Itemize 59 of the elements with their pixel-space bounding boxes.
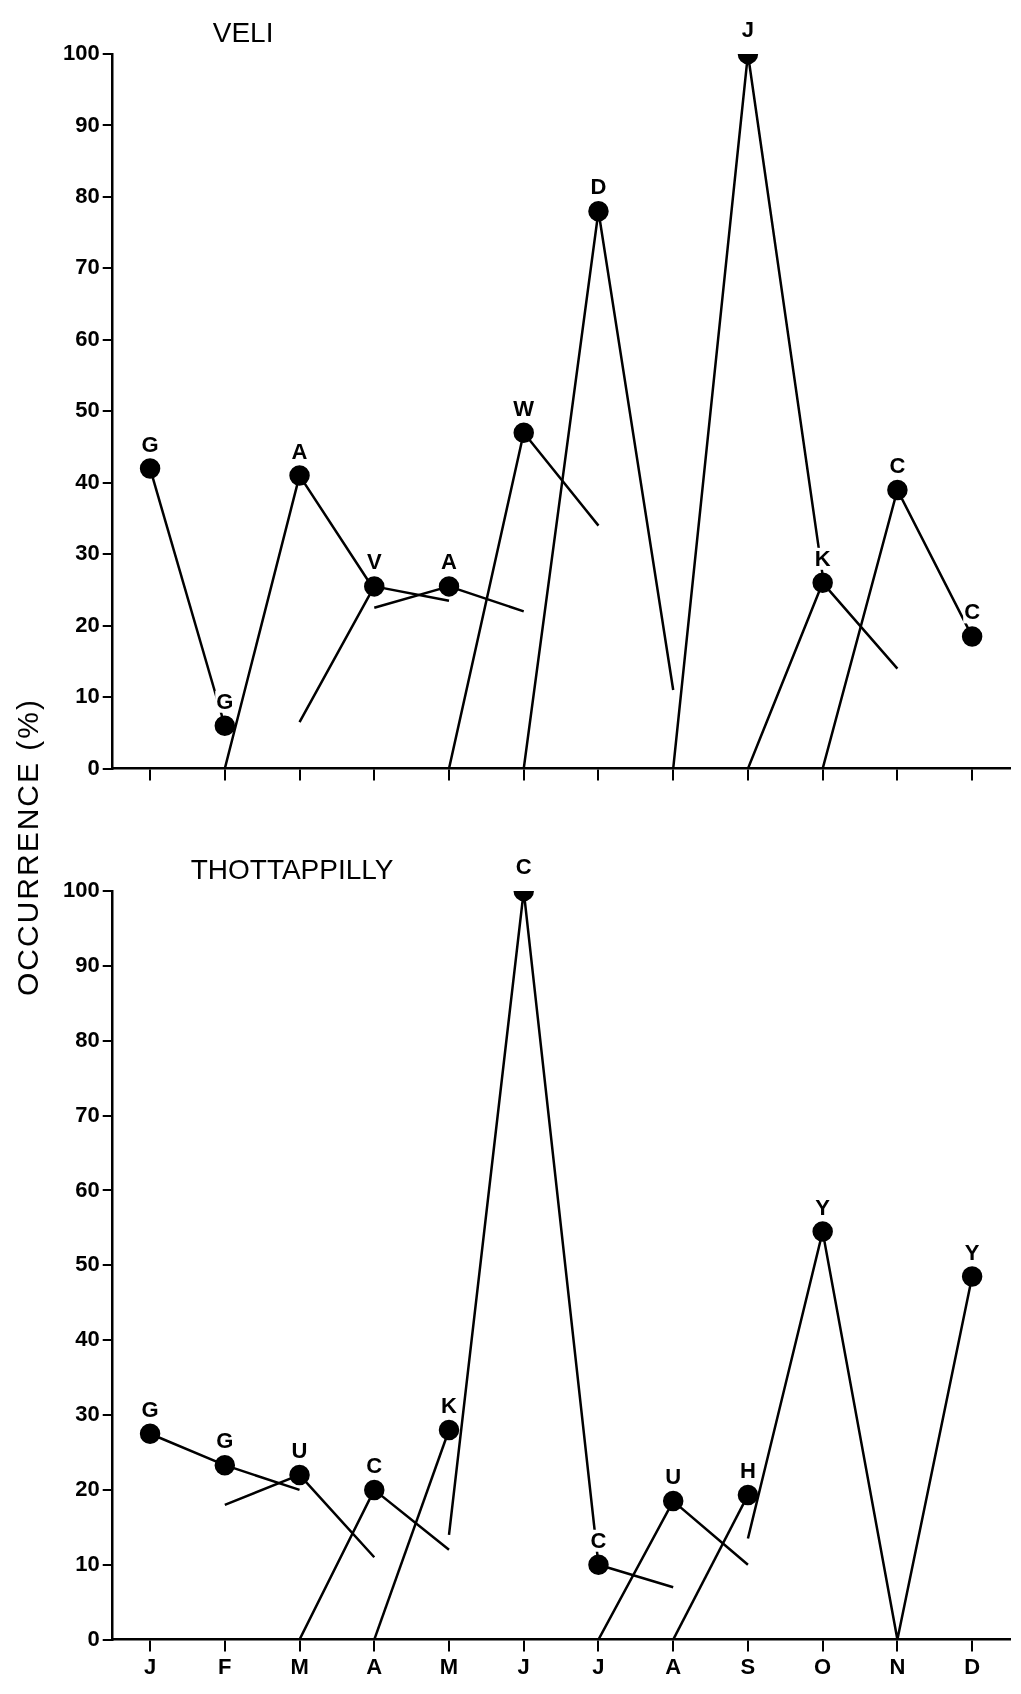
data-label: G	[141, 431, 159, 457]
x-tick-label: N	[889, 1653, 906, 1679]
x-tick-label: J	[143, 1653, 157, 1679]
chart-title: VELI	[212, 16, 274, 48]
x-tick-label: A	[366, 1653, 383, 1679]
data-label: V	[366, 549, 382, 575]
x-tick-label: D	[964, 1653, 981, 1679]
data-label: W	[513, 395, 535, 421]
y-tick-label: 20	[75, 1475, 100, 1501]
y-tick-label: 50	[75, 1251, 100, 1277]
y-axis-title: OCCURRENCE (%)	[11, 698, 45, 996]
y-tick-label: 50	[75, 397, 100, 423]
data-label: K	[441, 1393, 458, 1419]
y-tick-label: 10	[75, 683, 100, 709]
y-tick-label: 80	[75, 1026, 100, 1052]
y-tick-label: 30	[75, 1401, 100, 1427]
x-tick-label: F	[218, 1653, 232, 1679]
x-tick-label: M	[439, 1653, 459, 1679]
data-label: U	[665, 1464, 682, 1490]
data-label: D	[590, 174, 607, 200]
data-label: U	[291, 1437, 308, 1463]
y-tick-label: 30	[75, 540, 100, 566]
chart-title: THOTTAPPILLY	[190, 853, 394, 885]
y-tick-label: 70	[75, 1101, 100, 1127]
x-tick-label: J	[517, 1653, 530, 1679]
y-tick-label: 80	[75, 182, 100, 208]
data-label: A	[441, 549, 458, 575]
data-label: A	[291, 438, 308, 464]
data-label: G	[141, 1396, 159, 1422]
y-tick-label: 20	[75, 611, 100, 637]
data-label: Y	[964, 1239, 980, 1265]
x-tick-label: M	[290, 1653, 309, 1679]
y-tick-label: 90	[75, 951, 100, 977]
x-tick-label: S	[740, 1653, 756, 1679]
data-label: G	[216, 688, 234, 714]
y-tick-label: 0	[87, 754, 100, 780]
data-label: H	[739, 1458, 756, 1484]
data-label: Y	[815, 1194, 831, 1220]
y-tick-label: 90	[75, 111, 100, 137]
data-label: G	[216, 1428, 234, 1454]
y-tick-label: 100	[62, 877, 100, 903]
y-tick-label: 40	[75, 468, 100, 494]
data-label: K	[814, 545, 831, 571]
data-label: J	[741, 17, 755, 43]
y-tick-label: 40	[75, 1326, 100, 1352]
data-label: C	[964, 599, 981, 625]
y-tick-label: 70	[75, 254, 100, 280]
x-tick-label: J	[592, 1653, 605, 1679]
y-tick-label: 10	[75, 1550, 100, 1576]
y-tick-label: 0	[87, 1625, 100, 1651]
y-tick-label: 100	[62, 40, 100, 66]
data-label: C	[889, 452, 906, 478]
x-tick-label: O	[814, 1653, 832, 1679]
data-label: C	[515, 854, 532, 880]
data-label: C	[590, 1527, 607, 1553]
x-tick-label: A	[665, 1653, 682, 1679]
y-tick-label: 60	[75, 1176, 100, 1202]
data-label: C	[366, 1452, 383, 1478]
y-tick-label: 60	[75, 325, 100, 351]
